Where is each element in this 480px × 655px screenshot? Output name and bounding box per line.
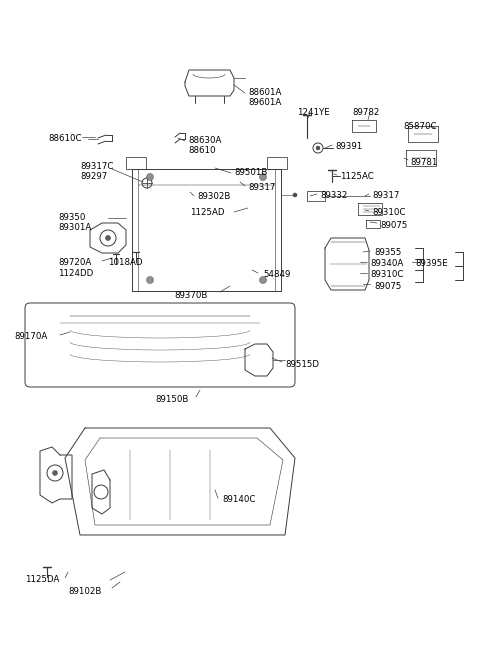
Circle shape [146, 174, 154, 181]
Text: 89781: 89781 [410, 158, 437, 167]
Text: 89310C: 89310C [372, 208, 406, 217]
Text: 89782: 89782 [352, 108, 379, 117]
Text: 1125DA: 1125DA [25, 575, 60, 584]
Text: 88610C: 88610C [48, 134, 82, 143]
Text: 89075: 89075 [374, 282, 401, 291]
Text: 89720A: 89720A [58, 258, 91, 267]
Text: 89391: 89391 [335, 142, 362, 151]
Circle shape [260, 276, 266, 284]
Circle shape [260, 174, 266, 181]
Text: 89515D: 89515D [285, 360, 319, 369]
Text: 1018AD: 1018AD [108, 258, 143, 267]
Text: 89501B: 89501B [234, 168, 267, 177]
Text: 89102B: 89102B [68, 587, 101, 596]
Text: 89302B: 89302B [197, 192, 230, 201]
Text: 89332: 89332 [320, 191, 348, 200]
Circle shape [52, 470, 58, 476]
Text: 1125AD: 1125AD [190, 208, 225, 217]
Text: 1124DD: 1124DD [58, 269, 93, 278]
Text: 89150B: 89150B [155, 395, 188, 404]
Text: 1125AC: 1125AC [340, 172, 374, 181]
Text: 89317: 89317 [372, 191, 399, 200]
Bar [126, 157, 146, 169]
Text: 54849: 54849 [263, 270, 290, 279]
Text: 89340A: 89340A [370, 259, 403, 268]
Text: 88630A
88610: 88630A 88610 [188, 136, 221, 155]
Circle shape [146, 276, 154, 284]
Circle shape [293, 193, 297, 197]
Text: 1241YE: 1241YE [297, 108, 330, 117]
Text: 89395E: 89395E [415, 259, 448, 268]
Text: 89170A: 89170A [14, 332, 47, 341]
Text: 89355: 89355 [374, 248, 401, 257]
Bar [267, 157, 287, 169]
Text: 89075: 89075 [380, 221, 408, 230]
Text: 88601A
89601A: 88601A 89601A [248, 88, 281, 107]
Text: 85870C: 85870C [403, 122, 436, 131]
Text: 89317C
89297: 89317C 89297 [80, 162, 113, 181]
Circle shape [316, 146, 320, 150]
Text: 89317: 89317 [248, 183, 276, 192]
Text: 89310C: 89310C [370, 270, 403, 279]
Text: 89370B: 89370B [174, 291, 207, 300]
Bar [307, 191, 325, 201]
Circle shape [106, 236, 110, 240]
Text: 89350
89301A: 89350 89301A [58, 213, 91, 232]
Text: 89140C: 89140C [222, 495, 255, 504]
